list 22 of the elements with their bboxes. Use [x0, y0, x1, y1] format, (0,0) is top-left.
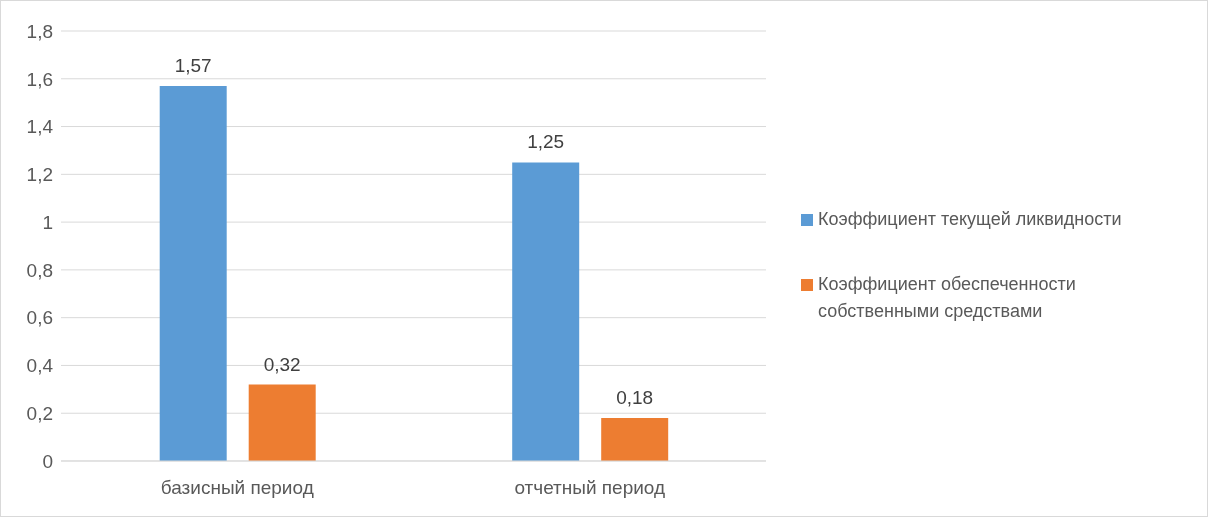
y-tick-label: 0,8	[26, 259, 53, 281]
y-tick-label: 1,6	[26, 68, 53, 90]
legend-label: Коэффициент обеспеченности собственными средствами	[818, 273, 1077, 323]
bar	[159, 85, 227, 461]
legend-label: Коэффициент текущей ликвидности	[818, 208, 1122, 231]
data-label: 1,25	[527, 131, 565, 153]
data-label: 0,32	[263, 353, 301, 375]
bar	[512, 162, 580, 461]
x-tick-label: базисный период	[160, 477, 314, 499]
bar	[601, 418, 669, 461]
x-tick-label: отчетный период	[514, 477, 666, 499]
data-label: 0,18	[616, 387, 654, 408]
bar	[248, 384, 316, 461]
y-tick-label: 0,4	[26, 355, 54, 377]
y-tick-label: 1,4	[26, 116, 54, 138]
y-tick-label: 1,2	[26, 164, 53, 186]
y-tick-label: 0,2	[26, 402, 53, 424]
y-tick-label: 1	[42, 211, 53, 233]
y-tick-label: 1,8	[26, 20, 53, 42]
y-tick-label: 0	[42, 450, 53, 472]
y-tick-label: 0,6	[26, 307, 53, 329]
data-label: 1,57	[174, 54, 212, 76]
